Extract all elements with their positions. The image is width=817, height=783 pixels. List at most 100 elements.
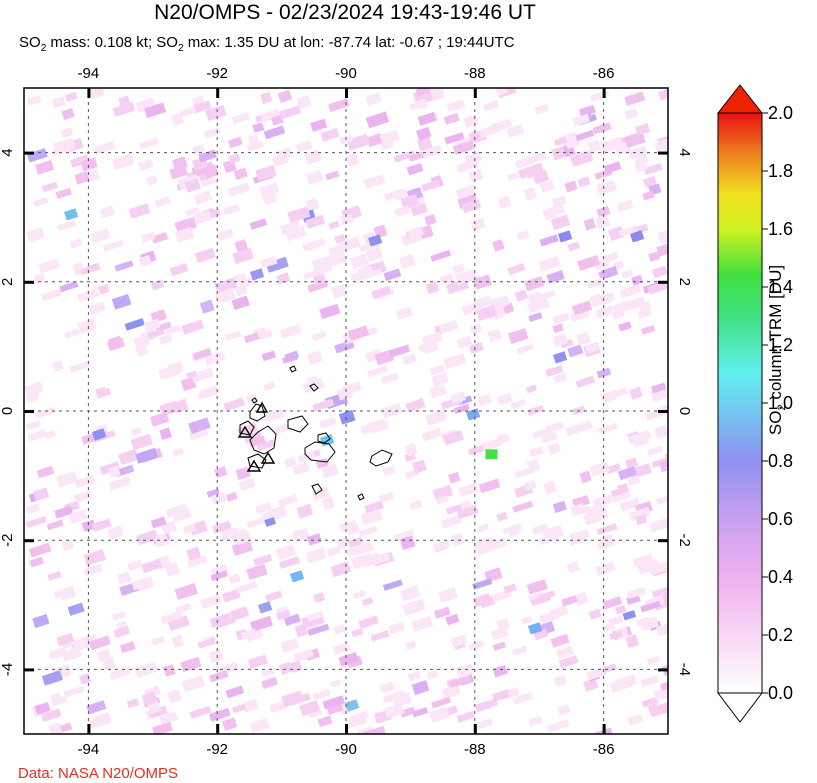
so2-pixel xyxy=(538,532,560,546)
so2-pixel xyxy=(307,350,323,365)
so2-pixel xyxy=(113,625,131,639)
so2-pixel xyxy=(231,539,254,557)
so2-pixel xyxy=(587,139,602,153)
so2-sub-2: 2 xyxy=(177,43,184,54)
so2-pixel xyxy=(379,129,400,145)
so2-pixel xyxy=(425,281,440,295)
so2-pixel xyxy=(88,635,111,651)
so2-pixel xyxy=(607,387,628,400)
so2-pixel xyxy=(150,412,170,427)
so2-pixel xyxy=(191,367,214,383)
lat-label-right: 2 xyxy=(676,278,693,286)
so2-pixel xyxy=(572,494,590,509)
so2-pixel xyxy=(402,598,426,616)
so2-pixel xyxy=(607,615,624,627)
so2-pixel xyxy=(202,164,219,179)
so2-pixel xyxy=(295,140,313,153)
so2-pixel xyxy=(41,670,63,686)
so2-pixel xyxy=(299,700,320,717)
so2-pixel xyxy=(261,676,278,690)
so2-pixel xyxy=(279,324,302,339)
so2-pixel xyxy=(77,318,97,334)
so2-pixel xyxy=(180,376,197,392)
so2-pixel xyxy=(468,342,484,354)
so2-pixel xyxy=(81,519,96,532)
so2-pixel xyxy=(644,407,667,421)
so2-pixel xyxy=(208,707,231,722)
so2-pixel xyxy=(618,321,632,332)
so2-pixel xyxy=(393,150,416,163)
so2-pixel xyxy=(150,309,167,324)
so2-pixel xyxy=(240,628,258,640)
so2-pixel xyxy=(233,167,248,180)
so2-pixel xyxy=(40,288,62,302)
so2-pixel xyxy=(450,391,467,405)
so2-pixel xyxy=(51,95,66,109)
so2-pixel xyxy=(278,105,302,120)
so2-max-marker xyxy=(485,449,498,460)
so2-pixel xyxy=(231,295,250,311)
so2-pixel xyxy=(29,556,44,568)
so2-pixel xyxy=(445,503,465,515)
so2-pixel xyxy=(256,439,276,452)
so2-pixel xyxy=(633,152,649,167)
so2-pixel xyxy=(317,715,333,728)
so2-pixel xyxy=(364,500,384,514)
so2-pixel xyxy=(345,152,360,167)
so2-pixel xyxy=(553,372,568,384)
so2-pixel xyxy=(592,122,612,135)
so2-pixel xyxy=(438,587,458,603)
colorbar xyxy=(717,112,763,694)
so2-pixel xyxy=(222,203,241,216)
lat-label-right: 4 xyxy=(676,148,693,156)
so2-pixel xyxy=(554,136,568,147)
so2-pixel xyxy=(209,670,229,683)
so2-pixel xyxy=(421,144,443,159)
so2-pixel xyxy=(384,702,405,719)
so2-pixel xyxy=(551,195,567,208)
so2-pixel xyxy=(574,592,589,606)
lat-tick-left xyxy=(24,410,34,413)
so2-pixel xyxy=(552,202,566,216)
so2-pixel xyxy=(189,705,212,719)
lon-tick-top xyxy=(345,88,348,98)
so2-pixel xyxy=(402,353,417,366)
so2-pixel xyxy=(432,484,454,501)
so2-pixel xyxy=(629,506,651,522)
so2-pixel xyxy=(278,556,301,570)
so2-pixel xyxy=(430,249,452,262)
so2-pixel xyxy=(607,226,625,241)
so2-pixel xyxy=(322,695,345,710)
lat-tick-left xyxy=(24,151,34,155)
so2-pixel xyxy=(210,570,228,582)
so2-pixel xyxy=(404,443,418,457)
so2-pixel xyxy=(214,466,228,479)
so2-pixel-high xyxy=(64,208,79,221)
so2-pixel xyxy=(169,165,188,180)
so2-pixel xyxy=(374,349,395,366)
so2-pixel xyxy=(621,269,634,279)
so2-pixel xyxy=(472,578,493,590)
so2-pixel xyxy=(432,539,451,552)
so2-pixel xyxy=(350,552,374,570)
so2-pixel xyxy=(25,516,47,528)
so2-pixel xyxy=(35,406,56,419)
so2-pixel xyxy=(338,409,356,425)
so2-pixel xyxy=(292,462,310,476)
so2-pixel xyxy=(629,386,643,400)
so2-pixel xyxy=(51,696,67,707)
so2-pixel-high xyxy=(630,230,645,243)
colorbar-label: 1.4 xyxy=(768,277,793,297)
lat-label-right: -2 xyxy=(676,534,693,547)
so2-pixel xyxy=(87,301,106,315)
so2-pixel xyxy=(518,167,531,179)
so2-pixel xyxy=(506,171,521,182)
so2-pixel xyxy=(248,435,266,448)
so2-pixel xyxy=(619,498,641,512)
so2-pixel xyxy=(596,523,618,536)
lon-label-top: -90 xyxy=(335,65,357,82)
so2-pixel xyxy=(424,214,437,226)
so2-pixel xyxy=(36,465,55,479)
colorbar-label: 2.0 xyxy=(768,103,793,123)
so2-pixel xyxy=(510,398,527,410)
